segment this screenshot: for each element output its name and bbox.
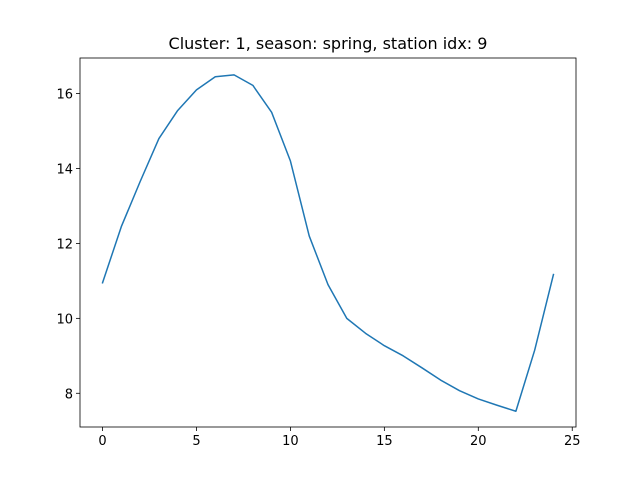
y-tick-label: 14 bbox=[56, 163, 73, 178]
chart-title: Cluster: 1, season: spring, station idx:… bbox=[169, 34, 488, 53]
axes-frame bbox=[79, 57, 577, 428]
x-tick-label: 10 bbox=[282, 434, 299, 449]
plot-area: 0 5 10 15 20 25 8 10 12 14 16 bbox=[56, 57, 581, 449]
y-tick-label: 16 bbox=[56, 88, 73, 103]
x-tick-label: 0 bbox=[98, 434, 106, 449]
y-tick-label: 12 bbox=[56, 237, 73, 252]
x-tick-label: 15 bbox=[376, 434, 393, 449]
series-line-0 bbox=[101, 74, 555, 413]
x-tick-label: 5 bbox=[192, 434, 200, 449]
y-tick-label: 8 bbox=[65, 387, 73, 402]
x-tick-label: 20 bbox=[470, 434, 487, 449]
x-tick-label: 25 bbox=[564, 434, 581, 449]
y-tick-label: 10 bbox=[56, 312, 73, 327]
